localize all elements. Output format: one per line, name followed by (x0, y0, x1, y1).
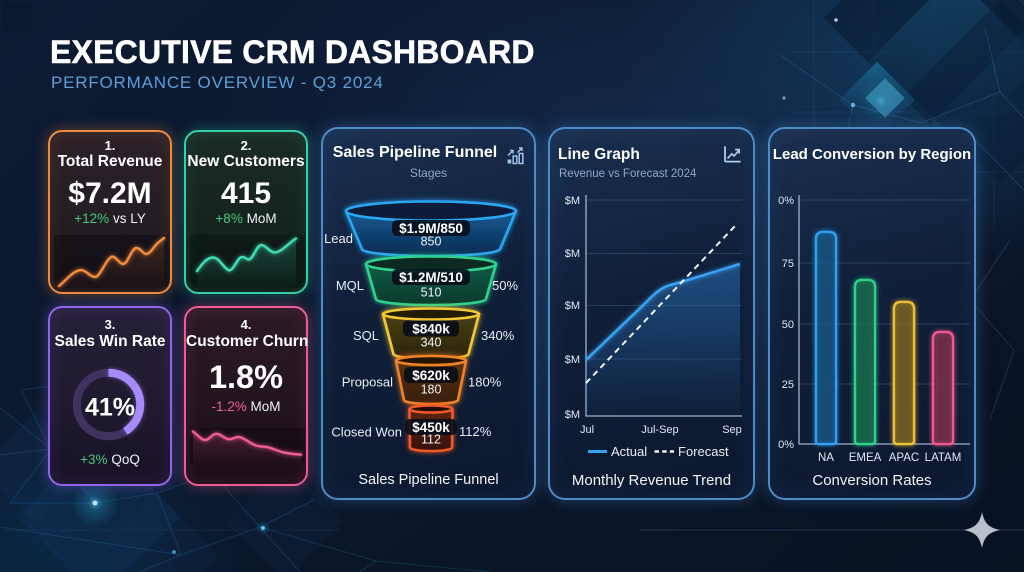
svg-text:850: 850 (421, 235, 442, 249)
svg-text:$M: $M (565, 409, 580, 421)
svg-text:Jul-Sep: Jul-Sep (641, 424, 678, 436)
svg-text:0%: 0% (778, 195, 794, 207)
svg-text:Actual: Actual (611, 444, 647, 459)
svg-text:$M: $M (565, 354, 580, 366)
svg-text:Closed Won: Closed Won (331, 425, 402, 440)
svg-text:$M: $M (565, 195, 580, 207)
svg-text:50%: 50% (492, 278, 518, 293)
svg-text:75: 75 (782, 258, 794, 270)
svg-text:510: 510 (421, 286, 442, 300)
svg-text:Forecast: Forecast (678, 444, 729, 459)
svg-text:NA: NA (818, 452, 834, 464)
svg-text:APAC: APAC (889, 452, 919, 464)
svg-text:MQL: MQL (336, 278, 364, 293)
svg-text:SQL: SQL (353, 328, 379, 343)
svg-text:$620k: $620k (412, 368, 450, 383)
svg-text:180: 180 (421, 383, 442, 397)
svg-text:112%: 112% (459, 424, 492, 439)
svg-text:340: 340 (421, 336, 442, 350)
svg-text:112: 112 (421, 433, 441, 447)
svg-text:50: 50 (782, 319, 794, 331)
svg-text:Jul: Jul (580, 424, 594, 436)
svg-text:180%: 180% (468, 375, 502, 390)
svg-text:25: 25 (782, 379, 794, 391)
svg-text:$M: $M (565, 248, 580, 260)
svg-text:$450k: $450k (412, 420, 450, 435)
svg-text:Lead: Lead (324, 231, 353, 246)
svg-text:EMEA: EMEA (849, 452, 882, 464)
svg-text:Sep: Sep (722, 424, 742, 436)
svg-text:LATAM: LATAM (925, 452, 962, 464)
svg-text:0%: 0% (778, 439, 794, 451)
svg-text:340%: 340% (481, 328, 515, 343)
svg-text:Proposal: Proposal (342, 375, 393, 390)
svg-text:$1.2M/510: $1.2M/510 (399, 270, 463, 285)
svg-text:$840k: $840k (412, 322, 450, 337)
svg-text:$1.9M/850: $1.9M/850 (399, 221, 463, 236)
svg-text:$M: $M (565, 300, 580, 312)
svg-text:41%: 41% (85, 394, 135, 422)
